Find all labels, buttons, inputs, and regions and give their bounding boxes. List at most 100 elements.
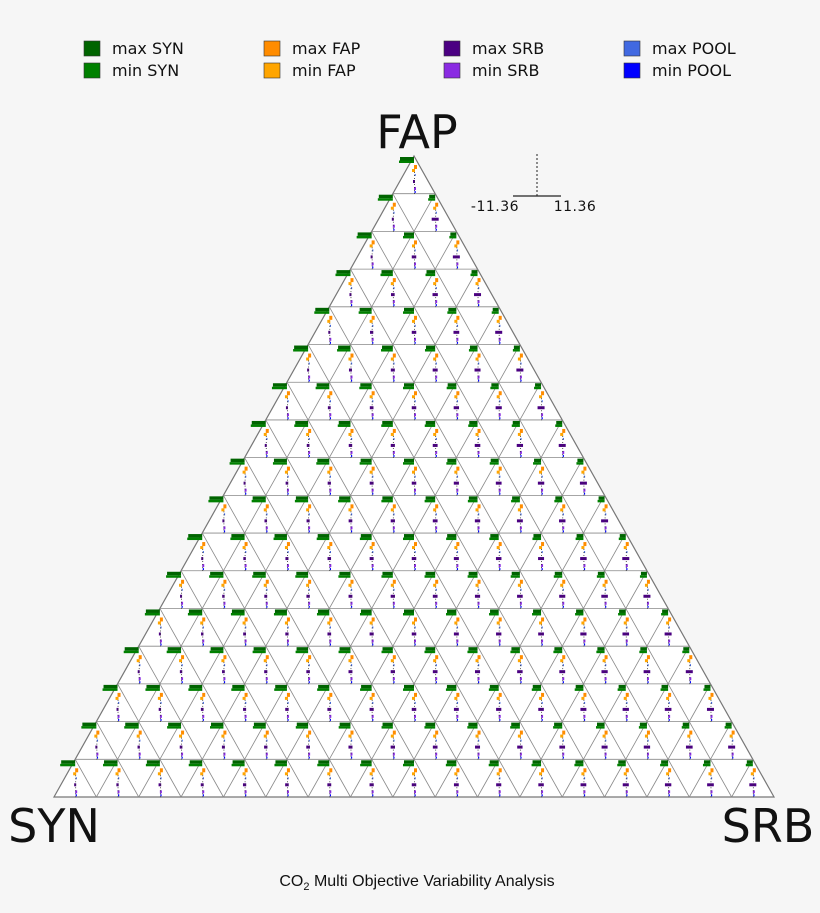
bar-min-srb [265,601,268,605]
bar-max-syn [230,458,245,463]
bar-min-srb [562,526,565,530]
bar-min-fap [390,357,394,361]
node-glyph [446,609,460,647]
bar-min-pool [160,794,162,797]
bar-max-pool [583,626,586,629]
bar-max-pool [202,551,204,554]
bar-min-pool [520,681,522,684]
node-glyph [60,760,79,798]
bar-max-syn [188,534,203,538]
bar-max-srb [180,594,183,598]
bar-max-pool [414,626,416,629]
bar-min-fap [327,395,331,399]
bar-max-pool [562,664,564,667]
bar-max-srb [327,632,332,636]
bar-min-syn [403,311,414,314]
bar-max-srb [200,707,204,711]
bar-min-syn [337,349,351,352]
bar-max-fap [286,768,290,773]
node-glyph [209,647,227,685]
bar-max-pool [372,249,374,252]
bar-max-pool [308,362,310,365]
legend-label: min POOL [652,61,731,80]
bar-max-fap [223,579,227,584]
bar-max-syn [555,496,563,500]
node-glyph [338,571,354,609]
bar-min-pool [181,605,183,608]
bar-max-pool [287,626,289,629]
bar-min-pool [562,605,564,608]
bar-max-fap [646,655,650,660]
bar-min-syn [231,763,245,767]
node-glyph [251,496,269,534]
bar-min-fap [560,583,564,587]
bar-min-pool [541,568,543,571]
bar-max-syn [232,760,245,764]
bar-min-srb [519,375,522,379]
node-glyph [596,571,608,609]
bar-min-srb [286,564,289,568]
bar-max-syn [468,722,478,727]
bar-min-syn [356,235,372,239]
bar-min-srb [265,526,268,530]
bar-min-fap [454,470,458,474]
bar-max-fap [202,768,206,773]
node-glyph [468,420,481,458]
bar-min-srb [96,752,99,756]
bar-min-pool [562,454,564,457]
bar-max-syn [490,609,499,613]
bar-min-syn [553,575,563,578]
bar-max-pool [435,664,437,667]
bar-min-srb [456,714,459,718]
bar-max-syn [360,609,372,613]
bar-min-srb [625,564,628,568]
bar-min-srb [456,488,459,492]
bar-max-syn [446,760,457,764]
node-glyph [231,684,248,722]
bar-min-pool [329,643,331,646]
bar-min-srb [244,488,247,492]
bar-min-srb [244,639,247,643]
bar-max-srb [369,557,374,561]
bar-max-srb [137,745,140,749]
bar-max-pool [499,475,501,478]
bar-max-syn [317,458,330,463]
bar-min-syn [703,688,711,691]
bar-min-srb [371,337,374,341]
bar-max-fap [710,768,714,773]
node-glyph [187,534,206,572]
bar-max-srb [243,707,247,711]
bar-min-pool [329,568,331,571]
bar-max-syn [447,458,457,463]
bar-max-fap [562,730,566,735]
bar-min-srb [414,187,416,190]
bar-min-fap [560,432,564,436]
bar-max-fap [456,692,460,697]
bar-max-fap [519,504,523,509]
bar-min-pool [245,794,247,797]
bar-max-syn [378,194,393,199]
bar-min-srb [752,790,755,794]
node-glyph [294,496,312,534]
title-rest: Multi Objective Variability Analysis [310,873,555,890]
bar-max-pool [350,513,353,516]
bar-max-srb [474,368,481,372]
bar-max-pool [372,324,374,327]
bar-max-syn [575,684,584,689]
bar-max-pool [478,437,480,440]
bar-max-syn [253,571,266,576]
bar-min-syn [575,612,584,616]
bar-min-fap [602,583,606,587]
bar-max-fap [265,504,269,509]
bar-max-pool [710,701,713,704]
bar-min-fap [179,659,183,663]
bar-max-fap [583,768,587,773]
bar-max-syn [273,458,287,463]
bar-max-fap [519,353,523,358]
title-prefix: CO [279,873,303,890]
bar-max-syn [554,647,563,651]
bar-min-fap [284,470,288,474]
bar-max-syn [360,458,372,463]
bar-max-syn [336,270,351,274]
